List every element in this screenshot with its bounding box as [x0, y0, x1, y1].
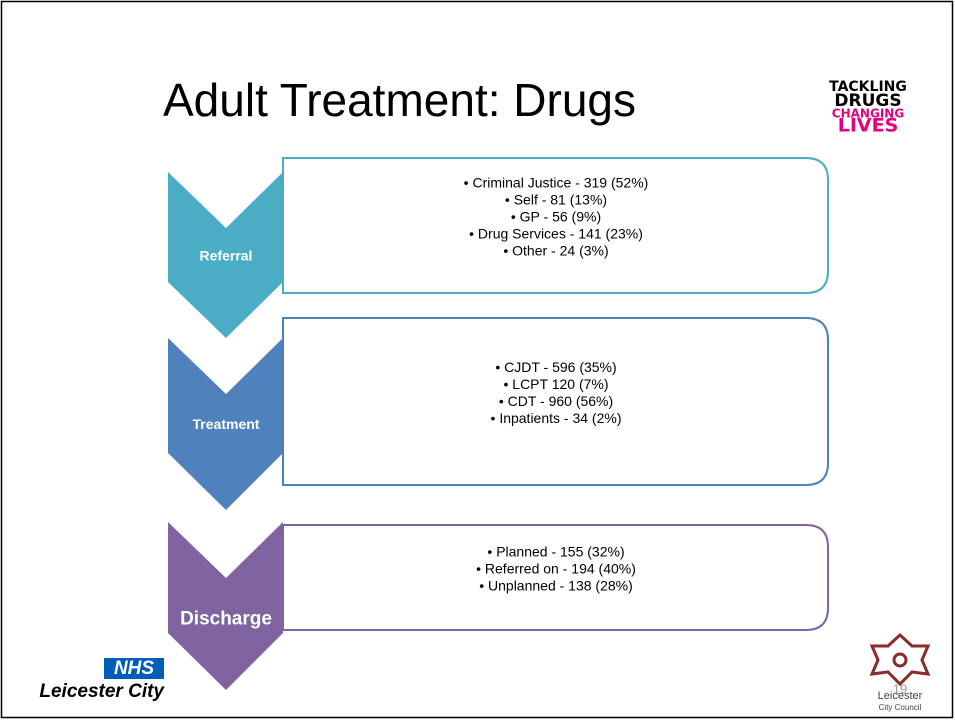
- item-text: GP - 56 (9%): [520, 208, 601, 224]
- stage-item: • LCPT 120 (7%): [503, 376, 608, 392]
- slide-title: Adult Treatment: Drugs: [163, 74, 636, 126]
- bullet: •: [503, 376, 512, 392]
- council-crest: [869, 632, 931, 687]
- item-text: Drug Services - 141 (23%): [478, 225, 643, 241]
- stage-item: • GP - 56 (9%): [511, 208, 601, 224]
- stage-label: Treatment: [193, 416, 260, 432]
- chevron: [168, 338, 283, 510]
- brand-line: LIVES: [838, 115, 899, 137]
- bullet: •: [476, 560, 485, 576]
- nhs-area: Leicester City: [39, 681, 165, 702]
- bullet: •: [487, 543, 496, 559]
- council-name: Leicester: [878, 690, 923, 702]
- item-text: Other - 24 (3%): [512, 242, 608, 258]
- box: [282, 317, 829, 486]
- brand-line: DRUGS: [834, 91, 901, 111]
- bullet: •: [464, 174, 473, 190]
- stage-item: • CJDT - 596 (35%): [495, 359, 616, 375]
- bullet: •: [491, 410, 500, 426]
- item-text: CDT - 960 (56%): [508, 393, 614, 409]
- stage-item: • Inpatients - 34 (2%): [491, 410, 622, 426]
- page-number: 19: [893, 681, 907, 696]
- bullet: •: [469, 225, 478, 241]
- item-text: Inpatients - 34 (2%): [499, 410, 621, 426]
- bullet: •: [495, 359, 504, 375]
- chevron: [168, 522, 283, 690]
- stage-item: • Criminal Justice - 319 (52%): [464, 174, 649, 190]
- bullet: •: [505, 191, 514, 207]
- stage-item: • Self - 81 (13%): [505, 191, 607, 207]
- item-text: LCPT 120 (7%): [512, 376, 608, 392]
- bullet: •: [511, 208, 520, 224]
- item-text: CJDT - 596 (35%): [504, 359, 617, 375]
- brand-line: CHANGING: [832, 107, 904, 121]
- chevron: [168, 172, 283, 338]
- stage-label: Referral: [200, 248, 253, 264]
- stage-item: • CDT - 960 (56%): [499, 393, 613, 409]
- item-text: Referred on - 194 (40%): [485, 560, 636, 576]
- box: [282, 157, 829, 294]
- nhs-text: NHS: [114, 658, 154, 679]
- stage-item: • Planned - 155 (32%): [487, 543, 624, 559]
- stage-item: • Unplanned - 138 (28%): [479, 577, 633, 593]
- item-text: Criminal Justice - 319 (52%): [472, 174, 648, 190]
- stage-label: Discharge: [180, 609, 272, 630]
- stage-item: • Other - 24 (3%): [503, 242, 608, 258]
- nhs-badge: [104, 658, 164, 679]
- bullet: •: [479, 577, 488, 593]
- stages: Referral• Criminal Justice - 319 (52%)• …: [168, 157, 829, 690]
- item-text: Unplanned - 138 (28%): [488, 577, 633, 593]
- bullet: •: [503, 242, 512, 258]
- stage-item: • Referred on - 194 (40%): [476, 560, 636, 576]
- stage-item: • Drug Services - 141 (23%): [469, 225, 643, 241]
- box: [282, 524, 829, 631]
- council-sub: City Council: [879, 703, 922, 712]
- brand-line: TACKLING: [829, 79, 907, 95]
- item-text: Self - 81 (13%): [514, 191, 607, 207]
- brand-logo: TACKLING DRUGS CHANGING LIVES: [829, 79, 907, 137]
- item-text: Planned - 155 (32%): [496, 543, 624, 559]
- bullet: •: [499, 393, 508, 409]
